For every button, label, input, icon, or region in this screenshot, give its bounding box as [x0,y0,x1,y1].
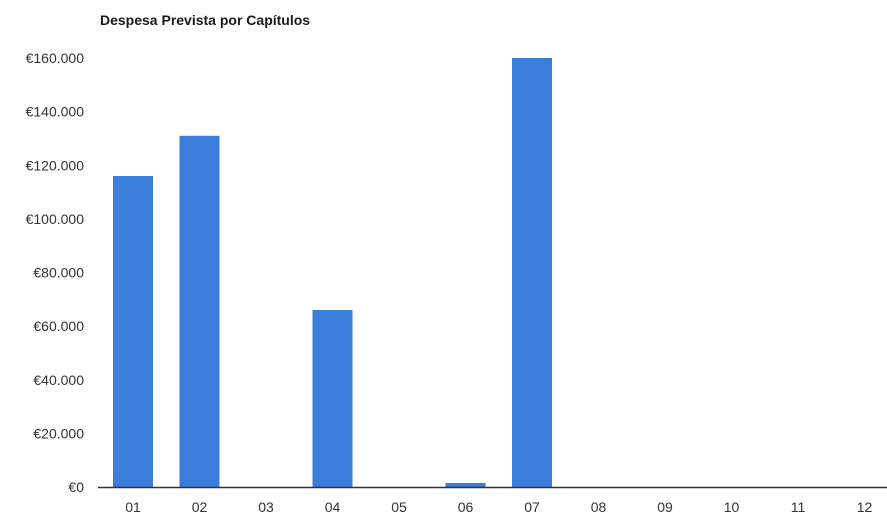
y-tick-label: €20.000 [33,425,84,441]
x-tick-label: 11 [791,499,806,515]
x-tick-label: 08 [591,499,607,515]
bar-01 [113,175,153,487]
x-tick-label: 02 [192,499,208,515]
x-tick-label: 09 [657,499,673,515]
x-tick-label: 07 [524,499,540,515]
y-tick-label: €80.000 [33,265,84,281]
y-tick-label: €40.000 [33,372,84,388]
x-tick-label: 05 [391,499,407,515]
bars [113,58,552,487]
x-tick-label: 01 [125,499,141,515]
bar-04 [312,310,353,487]
y-axis: €0 €20.000 €40.000 €60.000 €80.000 €100.000 €1… [26,50,85,495]
y-tick-label: €120.000 [26,157,85,173]
x-tick-label: 04 [325,499,341,515]
y-tick-label: €100.000 [26,211,85,227]
x-tick-label: 03 [258,499,274,515]
y-tick-label: €140.000 [26,104,85,120]
y-tick-label: €60.000 [33,318,84,334]
bar-02 [179,135,220,487]
bar-06 [445,482,486,487]
y-tick-label: €160.000 [26,50,85,66]
x-axis: 01 02 03 04 05 06 07 08 09 10 11 12 [125,499,872,515]
x-tick-label: 10 [724,499,740,515]
bar-07 [512,58,552,487]
x-tick-label: 06 [458,499,474,515]
chart-title: Despesa Prevista por Capítulos [100,12,311,28]
y-tick-label: €0 [68,479,84,495]
x-tick-label: 12 [857,499,873,515]
